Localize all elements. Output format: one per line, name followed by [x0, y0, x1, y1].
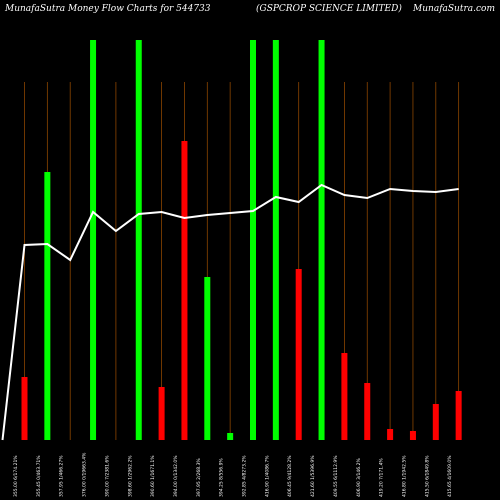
green-bar: [318, 40, 325, 440]
green-bar: [227, 433, 234, 440]
red-bar: [409, 431, 416, 440]
price-line: [1, 183, 459, 441]
x-tick-label: 376.00 0/19663.4%: [82, 452, 88, 497]
red-bar: [158, 387, 165, 440]
x-tick-label: 409.55 6/1112.9%: [333, 455, 339, 497]
green-bar: [44, 172, 51, 440]
red-bar: [341, 353, 348, 440]
x-tick-label: 406.90 3/146.2%: [356, 458, 362, 497]
red-bar: [295, 269, 302, 440]
x-tick-label: 394.00 0/1342.0%: [173, 455, 179, 497]
x-tick-label: 357.95 1/466.27%: [59, 455, 65, 497]
red-bar: [432, 404, 439, 440]
x-tick-label: 394.25 8/556.9%: [219, 458, 225, 497]
x-tick-labels: 355.00 6/174.21% 355.45 0/463.71% 357.95 1…: [13, 452, 453, 497]
x-tick-label: 416.90 1/4086.7%: [264, 455, 270, 497]
red-bar: [364, 383, 371, 440]
x-tick-label: 397.95 2/268.3%: [196, 458, 202, 497]
x-tick-label: 421.60 1/5396.9%: [310, 455, 316, 497]
red-bar: [455, 391, 462, 440]
x-tick-label: 355.00 6/174.21%: [13, 455, 19, 497]
green-bar: [90, 40, 97, 440]
green-bar: [250, 40, 256, 440]
red-bar: [21, 377, 28, 440]
x-tick-label: 415.50 6/1849.8%: [424, 455, 430, 497]
chart-header-left: MunafaSutra Money Flow Charts for 544733: [5, 4, 211, 14]
chart-header-site: MunafaSutra.com: [413, 4, 495, 14]
x-tick-label: 355.45 0/463.71%: [36, 455, 42, 497]
x-tick-label: 398.60 1/2962.2%: [127, 455, 133, 497]
red-bar: [181, 141, 188, 440]
grid-lines: [24, 82, 460, 440]
price-line-path: [1, 183, 459, 441]
green-bar: [272, 40, 279, 440]
x-tick-label: 406.45 9/4128.2%: [287, 455, 293, 497]
red-bar: [387, 429, 394, 440]
x-tick-label: 390.00 7/2381.6%: [104, 455, 110, 497]
x-tick-label: 419.20 7/171.4%: [379, 458, 385, 497]
green-bar: [204, 277, 211, 440]
green-bar: [135, 40, 142, 440]
chart-header-company: (GSPCROP SCIENCE LIMITED): [256, 4, 402, 14]
x-tick-label: 392.85 4/8273.2%: [242, 455, 248, 497]
x-tick-label: 390.60 1/1671.1%: [150, 455, 156, 497]
x-tick-label: 415.65 4/1609.0%: [447, 455, 453, 497]
bars: [21, 40, 462, 440]
x-tick-label: 416.80 1/1942.5%: [401, 455, 407, 497]
